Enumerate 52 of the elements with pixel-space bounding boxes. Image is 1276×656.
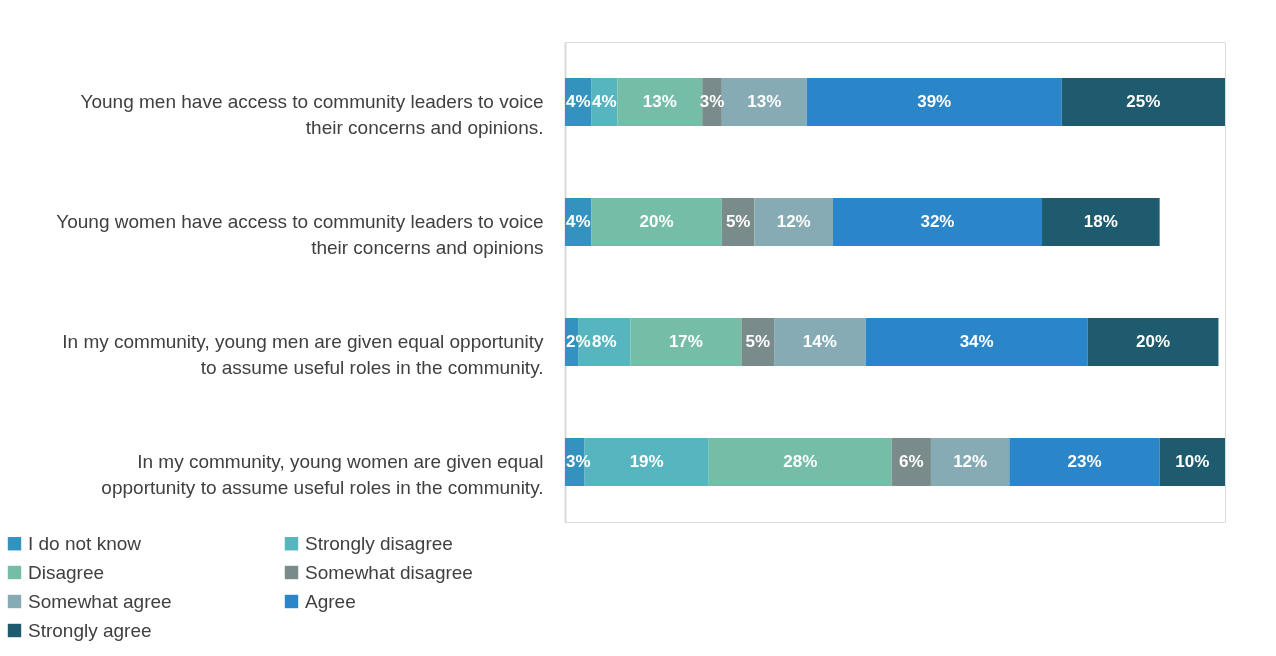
data-label: 34%: [959, 332, 994, 351]
data-label: 20%: [1136, 332, 1171, 351]
data-label: 4%: [566, 212, 591, 231]
bar: [708, 438, 892, 486]
data-label: 12%: [776, 212, 811, 231]
data-label: 5%: [745, 332, 771, 351]
data-label: 18%: [1083, 212, 1118, 231]
legend-label: Somewhat disagree: [305, 561, 473, 583]
data-label: 39%: [917, 92, 952, 111]
data-label: 32%: [920, 212, 955, 231]
y-tick-label: In my community, young women are given equal opportunity to assume useful roles in the community.: [101, 451, 544, 498]
data-label: 6%: [899, 452, 924, 471]
data-label: 14%: [802, 332, 837, 351]
bar: [930, 438, 1010, 486]
data-label: 5%: [725, 212, 751, 231]
y-tick-label: Young women have access to community leaders to voice their concerns and opinions: [56, 211, 544, 258]
y-tick-label: Young men have access to community leaders to voice their concerns and opinions.: [80, 91, 544, 138]
bar: [1087, 318, 1219, 366]
data-label: 20%: [639, 212, 674, 231]
data-label: 10%: [1175, 452, 1210, 471]
bar: [1042, 198, 1160, 246]
legend-label: Somewhat agree: [28, 590, 172, 612]
data-label: 4%: [591, 92, 617, 111]
bar: [806, 78, 1062, 126]
bar: [865, 318, 1088, 366]
data-label: 19%: [629, 452, 664, 471]
data-label: 28%: [783, 452, 818, 471]
data-label: 2%: [566, 332, 591, 351]
data-label: 23%: [1067, 452, 1102, 471]
data-label: 13%: [747, 92, 782, 111]
bar: [774, 318, 866, 366]
data-label: 17%: [668, 332, 703, 351]
y-tick-label: In my community, young men are given equal opportunity to assume useful roles in the community.: [62, 331, 544, 378]
bar: [591, 198, 722, 246]
data-label: 12%: [953, 452, 988, 471]
legend-label: Disagree: [28, 561, 105, 583]
legend-label: Agree: [305, 590, 356, 612]
legend-label: Strongly agree: [28, 619, 152, 641]
data-label: 3%: [566, 452, 591, 471]
bar: [832, 198, 1043, 246]
data-label: 25%: [1126, 92, 1161, 111]
data-label: 13%: [642, 92, 677, 111]
data-label: 4%: [566, 92, 591, 111]
bar: [1061, 78, 1225, 126]
data-label: 8%: [591, 332, 617, 351]
data-label: 3%: [699, 92, 725, 111]
legend-label: I do not know: [28, 532, 142, 554]
bar: [1159, 438, 1225, 486]
bar: [630, 318, 742, 366]
legend-label: Strongly disagree: [305, 532, 453, 554]
bar: [754, 198, 833, 246]
bar: [1009, 438, 1160, 486]
